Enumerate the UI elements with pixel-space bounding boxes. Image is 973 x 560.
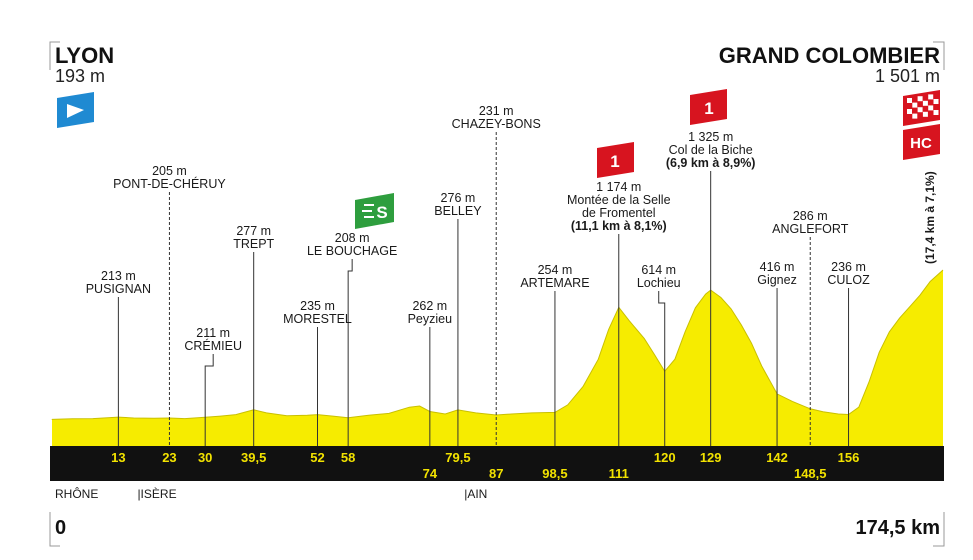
point-name: Montée de la Selle [567, 193, 671, 207]
sprint-badge-label: S [376, 203, 387, 222]
region-label: RHÔNE [55, 486, 98, 501]
km-marker: 148,5 [794, 466, 827, 481]
point-altitude: 235 m [300, 299, 335, 313]
finish-altitude: 1 501 m [875, 66, 940, 86]
start-flag-icon [57, 92, 94, 128]
checker-square [907, 98, 912, 103]
point-altitude: 211 m [196, 326, 230, 340]
point-altitude: 262 m [412, 299, 447, 313]
leader-line [658, 291, 666, 446]
km-marker: 58 [341, 450, 355, 465]
point-altitude: 277 m [236, 224, 271, 238]
finish-name: GRAND COLOMBIER [719, 43, 940, 68]
point-altitude: 254 m [538, 263, 573, 277]
km-marker: 30 [198, 450, 212, 465]
point-altitude: 205 m [152, 164, 187, 178]
hc-badge-label: HC [910, 135, 932, 152]
climb-cat1-badge-label-2: 1 [704, 99, 713, 118]
hc-badge-icon: HC [903, 124, 940, 160]
km-marker: 23 [162, 450, 176, 465]
point-name: LE BOUCHAGE [307, 244, 397, 258]
checker-square [922, 100, 928, 106]
km-markers: 13 23 30 39,5 52 58 74 79,5 87 98,5 111 120 129 142 14… [111, 450, 859, 481]
checker-square [928, 94, 934, 100]
checker-square [933, 99, 939, 104]
km-marker: 87 [489, 466, 503, 481]
leader-line [204, 354, 214, 446]
frame-bottom-right [933, 512, 945, 547]
frame-bottom-left [49, 512, 60, 547]
point-name: Peyzieu [408, 312, 453, 326]
start-name: LYON [55, 43, 114, 68]
climb-note: (11,1 km à 8,1%) [571, 219, 667, 233]
km-marker: 120 [654, 450, 676, 465]
checker-square [917, 96, 923, 102]
point-name: Gignez [757, 273, 797, 287]
checker-square [912, 113, 918, 119]
region-labels: RHÔNE |ISÈRE |AIN [55, 486, 487, 501]
leader-lines [117, 132, 850, 446]
point-altitude: 231 m [479, 104, 514, 118]
point-altitude: 208 m [335, 231, 370, 245]
km-marker: 79,5 [445, 450, 470, 465]
climb-cat1-badge-icon: 1 [690, 89, 727, 125]
checker-square [912, 102, 918, 108]
leader-line [347, 259, 353, 446]
point-name: Lochieu [637, 276, 681, 290]
point-name: CULOZ [827, 273, 870, 287]
point-altitude: 276 m [441, 191, 476, 205]
point-name: BELLEY [434, 204, 482, 218]
point-name-line2: de Fromentel [582, 206, 656, 220]
point-name: CRÉMIEU [184, 338, 242, 353]
km-marker: 156 [838, 450, 860, 465]
frame-top-left [49, 41, 60, 70]
profile-area [52, 270, 943, 446]
point-altitude: 213 m [101, 269, 136, 283]
final-climb-note: (17,4 km à 7,1%) [923, 171, 937, 264]
checker-square [907, 109, 912, 114]
frame-top-right [933, 41, 945, 70]
point-altitude: 1 325 m [688, 130, 733, 144]
checker-square [933, 110, 939, 115]
point-name: PUSIGNAN [86, 282, 151, 296]
km-marker: 142 [766, 450, 788, 465]
sprint-badge-icon: S [355, 193, 394, 229]
km-marker: 13 [111, 450, 125, 465]
distance-start: 0 [55, 517, 66, 539]
checker-square [922, 111, 928, 117]
km-marker: 74 [423, 466, 438, 481]
km-marker: 129 [700, 450, 722, 465]
profile-edge [51, 269, 944, 420]
point-altitude: 1 174 m [596, 180, 641, 194]
point-altitude: 286 m [793, 209, 828, 223]
km-marker: 39,5 [241, 450, 266, 465]
checker-square [917, 107, 923, 113]
region-label: |ISÈRE [137, 486, 176, 501]
climb-note: (6,9 km à 8,9%) [666, 156, 756, 170]
point-name: MORESTEL [283, 312, 352, 326]
km-marker: 52 [310, 450, 324, 465]
point-altitude: 416 m [760, 260, 795, 274]
point-name: Col de la Biche [669, 143, 753, 157]
climb-cat1-badge-icon: 1 [597, 142, 634, 178]
point-name: CHAZEY-BONS [452, 117, 541, 131]
km-marker: 98,5 [542, 466, 567, 481]
distance-end: 174,5 km [855, 517, 940, 539]
point-name: PONT-DE-CHÉRUY [113, 176, 226, 191]
point-name: ARTEMARE [520, 276, 589, 290]
point-name: TREPT [233, 237, 274, 251]
point-altitude: 614 m [641, 263, 676, 277]
km-marker: 111 [609, 466, 629, 481]
climb-cat1-badge-label-1: 1 [610, 152, 619, 171]
region-label: |AIN [464, 487, 487, 501]
start-altitude: 193 m [55, 66, 105, 86]
km-band [50, 446, 944, 481]
point-name: ANGLEFORT [772, 222, 849, 236]
checker-square [928, 105, 934, 111]
point-altitude: 236 m [831, 260, 866, 274]
finish-flag-icon [903, 90, 940, 126]
